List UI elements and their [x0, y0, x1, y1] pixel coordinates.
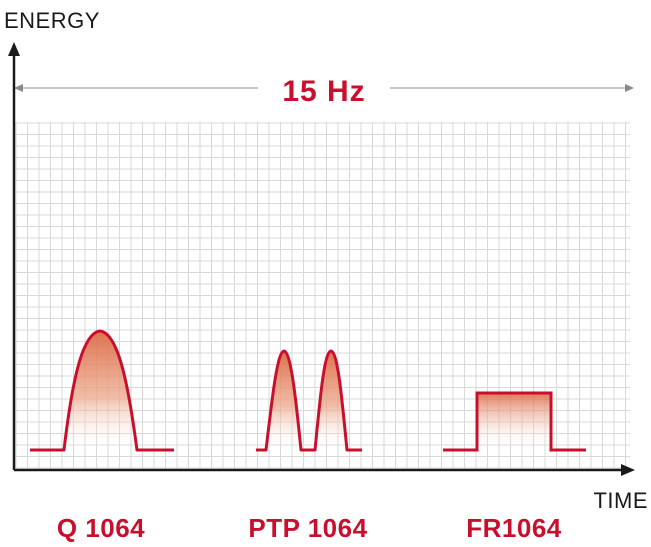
arrow-left-head [14, 84, 23, 92]
x-axis [14, 464, 635, 476]
y-axis [8, 42, 20, 470]
pulse-label-ptp1064: PTP 1064 [248, 513, 367, 543]
y-axis-arrowhead [8, 42, 20, 56]
frequency-span-arrow [14, 84, 634, 92]
pulse-label-q1064: Q 1064 [57, 513, 145, 543]
frequency-label: 15 Hz [282, 75, 365, 108]
arrow-right-head [625, 84, 634, 92]
y-axis-label: ENERGY [4, 8, 100, 33]
pulse-label-fr1064: FR1064 [466, 513, 562, 543]
x-axis-label: TIME [593, 488, 648, 513]
pulse-ptp1064 [256, 349, 362, 452]
x-axis-arrowhead [621, 464, 635, 476]
pulse-fr1064 [443, 391, 586, 452]
pulse-q1064 [30, 329, 174, 452]
